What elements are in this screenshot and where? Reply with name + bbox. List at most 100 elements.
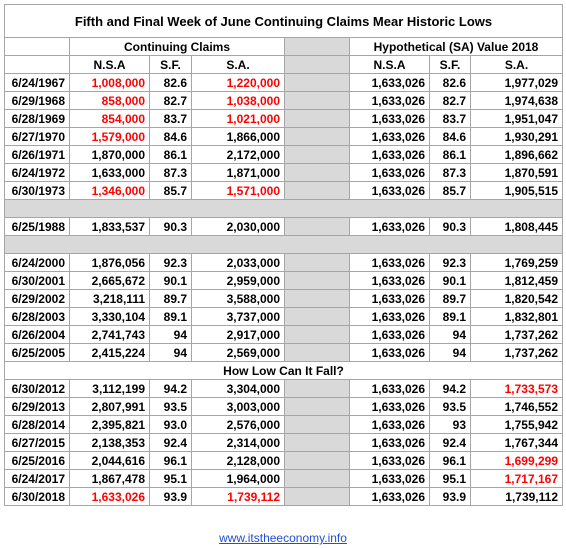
footer-link[interactable]: www.itstheeconomy.info [219, 531, 347, 545]
value-cell: 90.3 [429, 217, 471, 236]
value-cell: 2,033,000 [191, 253, 285, 272]
value-cell: 1,739,112 [470, 487, 563, 506]
data-row: 6/30/2012 3,112,199 94.2 3,304,000 1,633,026… [4, 379, 563, 398]
value-cell: 1,633,026 [349, 145, 430, 164]
spacer [284, 253, 350, 272]
spacer [284, 325, 350, 344]
value-cell: 1,021,000 [191, 109, 285, 128]
value-cell: 2,030,000 [191, 217, 285, 236]
value-cell: 2,917,000 [191, 325, 285, 344]
value-cell: 858,000 [69, 91, 150, 110]
data-row: 6/24/2017 1,867,478 95.1 1,964,000 1,633,026… [4, 469, 563, 488]
value-cell: 1,833,537 [69, 217, 150, 236]
value-cell: 2,172,000 [191, 145, 285, 164]
value-cell: 1,633,026 [349, 253, 430, 272]
spacer [284, 37, 350, 56]
value-cell: 85.7 [149, 181, 192, 200]
data-row: 6/25/1988 1,833,537 90.3 2,030,000 1,633,026… [4, 217, 563, 236]
value-cell: 94 [429, 343, 471, 362]
value-cell: 2,314,000 [191, 433, 285, 452]
value-cell: 1,633,026 [69, 487, 150, 506]
value-cell: 3,112,199 [69, 379, 150, 398]
value-cell: 1,746,552 [470, 397, 563, 416]
date-cell: 6/29/2013 [4, 397, 70, 416]
data-row: 6/30/2018 1,633,026 93.9 1,739,112 1,633,026… [4, 487, 563, 506]
value-cell: 1,871,000 [191, 163, 285, 182]
value-cell: 89.1 [149, 307, 192, 326]
spacer [284, 271, 350, 290]
date-cell: 6/27/2015 [4, 433, 70, 452]
column-header: N.S.A [349, 55, 430, 74]
spacer [284, 289, 350, 308]
date-cell: 6/30/2012 [4, 379, 70, 398]
value-cell: 92.4 [429, 433, 471, 452]
value-cell: 1,633,026 [349, 109, 430, 128]
value-cell: 89.7 [429, 289, 471, 308]
value-cell: 96.1 [429, 451, 471, 470]
value-cell: 1,832,801 [470, 307, 563, 326]
spacer [284, 163, 350, 182]
value-cell: 82.6 [429, 73, 471, 92]
value-cell: 1,633,026 [349, 397, 430, 416]
data-row: 6/24/1972 1,633,000 87.3 1,871,000 1,633,026… [4, 163, 563, 182]
value-cell: 2,741,743 [69, 325, 150, 344]
value-cell: 3,304,000 [191, 379, 285, 398]
section-heading: How Low Can It Fall? [4, 361, 563, 380]
data-row: 6/27/1970 1,579,000 84.6 1,866,000 1,633,026… [4, 127, 563, 146]
spacer [284, 55, 350, 74]
value-cell: 93.0 [149, 415, 192, 434]
value-cell: 1,008,000 [69, 73, 150, 92]
value-cell: 1,930,291 [470, 127, 563, 146]
spacer [284, 217, 350, 236]
value-cell: 1,974,638 [470, 91, 563, 110]
value-cell: 1,820,542 [470, 289, 563, 308]
value-cell: 2,128,000 [191, 451, 285, 470]
value-cell: 3,588,000 [191, 289, 285, 308]
date-cell: 6/30/1973 [4, 181, 70, 200]
data-row: 6/24/1967 1,008,000 82.6 1,220,000 1,633,026… [4, 73, 563, 92]
date-cell: 6/30/2001 [4, 271, 70, 290]
separator [4, 235, 563, 254]
group-header: Continuing Claims [69, 37, 285, 56]
separator [4, 199, 563, 218]
data-row: 6/28/1969 854,000 83.7 1,021,000 1,633,026 83… [4, 109, 563, 128]
value-cell: 1,769,259 [470, 253, 563, 272]
value-cell: 3,003,000 [191, 397, 285, 416]
data-row: 6/30/2001 2,665,672 90.1 2,959,000 1,633,026… [4, 271, 563, 290]
value-cell: 1,633,026 [349, 73, 430, 92]
value-cell: 94 [429, 325, 471, 344]
value-cell: 854,000 [69, 109, 150, 128]
data-row: 6/26/2004 2,741,743 94 2,917,000 1,633,026 94… [4, 325, 563, 344]
data-row: 6/26/1971 1,870,000 86.1 2,172,000 1,633,026… [4, 145, 563, 164]
value-cell: 1,808,445 [470, 217, 563, 236]
value-cell: 1,737,262 [470, 325, 563, 344]
data-row: 6/29/2013 2,807,991 93.5 3,003,000 1,633,026… [4, 397, 563, 416]
spacer [284, 181, 350, 200]
title-row: Fifth and Final Week of June Continuing … [4, 4, 563, 38]
value-cell: 93.5 [429, 397, 471, 416]
value-cell: 2,807,991 [69, 397, 150, 416]
value-cell: 1,767,344 [470, 433, 563, 452]
table-body: Fifth and Final Week of June Continuing … [4, 4, 563, 506]
value-cell: 1,633,026 [349, 415, 430, 434]
value-cell: 84.6 [429, 127, 471, 146]
value-cell: 83.7 [429, 109, 471, 128]
data-row: 6/25/2005 2,415,224 94 2,569,000 1,633,026 94… [4, 343, 563, 362]
value-cell: 82.6 [149, 73, 192, 92]
column-header: S.A. [191, 55, 285, 74]
value-cell: 1,867,478 [69, 469, 150, 488]
date-cell: 6/29/2002 [4, 289, 70, 308]
value-cell: 2,415,224 [69, 343, 150, 362]
value-cell: 2,576,000 [191, 415, 285, 434]
date-cell: 6/25/2016 [4, 451, 70, 470]
value-cell: 87.3 [149, 163, 192, 182]
value-cell: 1,739,112 [191, 487, 285, 506]
value-cell: 1,870,000 [69, 145, 150, 164]
spacer [284, 469, 350, 488]
date-cell: 6/26/2004 [4, 325, 70, 344]
column-header: S.F. [149, 55, 192, 74]
value-cell: 2,569,000 [191, 343, 285, 362]
column-header: S.A. [470, 55, 563, 74]
spacer [284, 433, 350, 452]
date-cell: 6/25/2005 [4, 343, 70, 362]
